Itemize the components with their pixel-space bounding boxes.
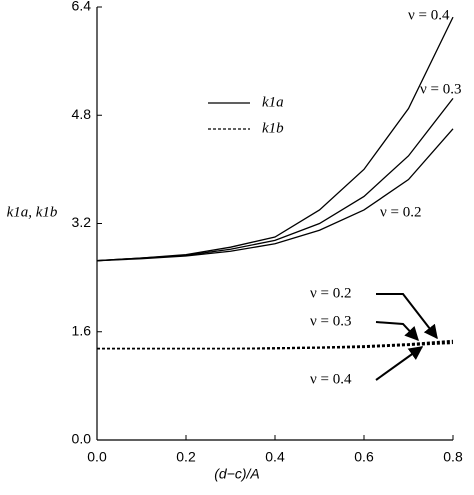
y-axis-label: k1a, k1b	[7, 204, 58, 220]
legend-label: k1b	[262, 120, 284, 136]
x-tick-label: 0.8	[443, 449, 463, 465]
annotation-arrow	[375, 346, 424, 381]
annotation-arrow	[375, 321, 419, 342]
y-tick-label: 6.4	[72, 0, 92, 14]
curve-label: ν = 0.2	[310, 285, 352, 301]
curve-label: ν = 0.4	[310, 371, 352, 387]
curve-label: ν = 0.3	[310, 313, 352, 329]
y-tick-label: 4.8	[72, 106, 92, 122]
curve	[96, 97, 454, 262]
y-tick-label: 1.6	[72, 322, 92, 338]
x-tick-label: 0.0	[87, 449, 107, 465]
curve	[96, 128, 454, 262]
y-tick-label: 0.0	[72, 431, 92, 447]
legend-label: k1a	[262, 94, 284, 110]
curve-label: ν = 0.2	[380, 204, 422, 220]
curve-label: ν = 0.3	[420, 81, 462, 97]
x-axis-label: (d−c)/A	[214, 466, 260, 482]
x-tick-label: 0.6	[354, 449, 374, 465]
annotation-arrow	[376, 293, 438, 340]
x-tick-label: 0.4	[265, 449, 285, 465]
y-tick-label: 3.2	[72, 214, 92, 230]
curve-label: ν = 0.4	[408, 7, 450, 23]
x-tick-label: 0.2	[176, 449, 196, 465]
curve	[96, 16, 454, 262]
curve	[97, 342, 454, 350]
